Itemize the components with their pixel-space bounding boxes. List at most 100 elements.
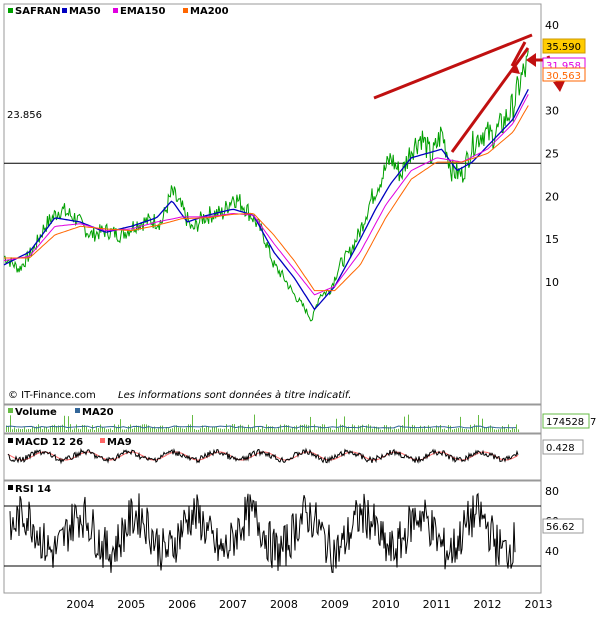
volume-bar: [192, 415, 193, 432]
volume-bar: [320, 426, 321, 432]
volume-bar: [386, 425, 387, 432]
series-ema150: [3, 94, 529, 296]
volume-bar: [62, 424, 63, 432]
x-tick-2011: 2011: [423, 598, 451, 611]
series-safran: [3, 50, 529, 322]
x-tick-2009: 2009: [321, 598, 349, 611]
volume-bar: [452, 429, 453, 432]
volume-bar: [188, 424, 189, 432]
legend-label-ma50: MA50: [69, 6, 101, 17]
volume-bar: [350, 429, 351, 432]
volume-bar: [430, 427, 431, 432]
volume-bar: [422, 428, 423, 432]
volume-bar: [208, 427, 209, 432]
volume-bar: [42, 429, 43, 432]
volume-bar: [72, 429, 73, 432]
volume-bar: [224, 428, 225, 432]
volume-bar: [284, 424, 285, 432]
volume-bar: [494, 429, 495, 432]
volume-bar: [488, 426, 489, 432]
volume-bar: [128, 426, 129, 432]
volume-bar: [244, 427, 245, 432]
rsi-legend: RSI 14: [8, 484, 51, 495]
volume-bar: [506, 428, 507, 432]
volume-bar: [118, 424, 119, 432]
volume-bar: [254, 414, 255, 432]
volume-bar: [312, 429, 313, 432]
volume-bar: [80, 429, 81, 432]
x-tick-2004: 2004: [66, 598, 94, 611]
x-tick-2006: 2006: [168, 598, 196, 611]
volume-bar: [92, 425, 93, 432]
volume-bar: [180, 427, 181, 432]
volume-bar: [140, 425, 141, 432]
volume-bar: [490, 425, 491, 432]
volume-bar: [480, 428, 481, 432]
volume-bar: [26, 429, 27, 432]
volume-bar: [450, 425, 451, 432]
volume-bar: [352, 424, 353, 432]
price-y-tick-2: 20: [545, 190, 559, 203]
last-price-value: 35.590: [546, 42, 581, 53]
volume-bar: [126, 429, 127, 432]
volume-bar: [54, 424, 55, 432]
volume-bar: [376, 426, 377, 432]
volume-bar: [168, 427, 169, 432]
macd-tag: [542, 439, 584, 455]
volume-bar: [230, 425, 231, 432]
legend-swatch-rsi: [8, 485, 13, 490]
volume-bar: [142, 424, 143, 432]
volume-bar: [294, 426, 295, 432]
volume-bar: [272, 426, 273, 432]
volume-bar: [34, 426, 35, 432]
legend-label-ma9: MA9: [107, 437, 132, 448]
volume-bar: [264, 428, 265, 432]
volume-bar: [288, 425, 289, 432]
volume-bar: [100, 424, 101, 432]
volume-bar: [314, 424, 315, 432]
volume-bar: [428, 425, 429, 432]
volume-bar: [400, 425, 401, 432]
volume-bar: [370, 425, 371, 432]
volume-bar: [116, 427, 117, 432]
legend-swatch-ma50: [62, 8, 67, 13]
volume-bar: [360, 425, 361, 432]
volume-bar: [290, 428, 291, 432]
volume-bar: [394, 428, 395, 432]
volume-bar: [178, 427, 179, 432]
legend-swatch-volume: [8, 408, 13, 413]
volume-bar: [76, 424, 77, 432]
volume-bar: [446, 429, 447, 432]
volume-bar: [202, 425, 203, 432]
volume-tag-suffix: 7: [590, 417, 596, 428]
credit-text: © IT-Finance.com: [8, 390, 96, 401]
volume-bar: [492, 426, 493, 432]
rsi-tag: [542, 518, 584, 534]
volume-bar: [114, 424, 115, 432]
volume-bar: [374, 426, 375, 432]
volume-bar: [438, 426, 439, 432]
volume-bar: [390, 426, 391, 432]
volume-bar: [388, 427, 389, 432]
x-tick-2013: 2013: [524, 598, 552, 611]
volume-bar: [326, 428, 327, 432]
volume-bar: [198, 429, 199, 432]
volume-bar: [362, 424, 363, 432]
volume-bar: [340, 424, 341, 432]
volume-bar: [424, 426, 425, 432]
legend-label-rsi: RSI 14: [15, 484, 51, 495]
volume-bar: [308, 425, 309, 432]
volume-bar: [250, 427, 251, 432]
last-price-tag: [542, 38, 586, 54]
volume-bar: [16, 429, 17, 432]
volume-bar: [454, 428, 455, 432]
volume-bar: [464, 429, 465, 432]
value-tags: 35.590 31.958 30.563 174528 7 0.428 56.6…: [542, 38, 596, 534]
volume-bar: [184, 428, 185, 432]
volume-bar: [426, 429, 427, 432]
volume-bar: [24, 427, 25, 432]
volume-bar: [102, 426, 103, 432]
volume-bar: [46, 427, 47, 432]
price-y-tick-1: 15: [545, 233, 559, 246]
volume-bar: [342, 424, 343, 432]
